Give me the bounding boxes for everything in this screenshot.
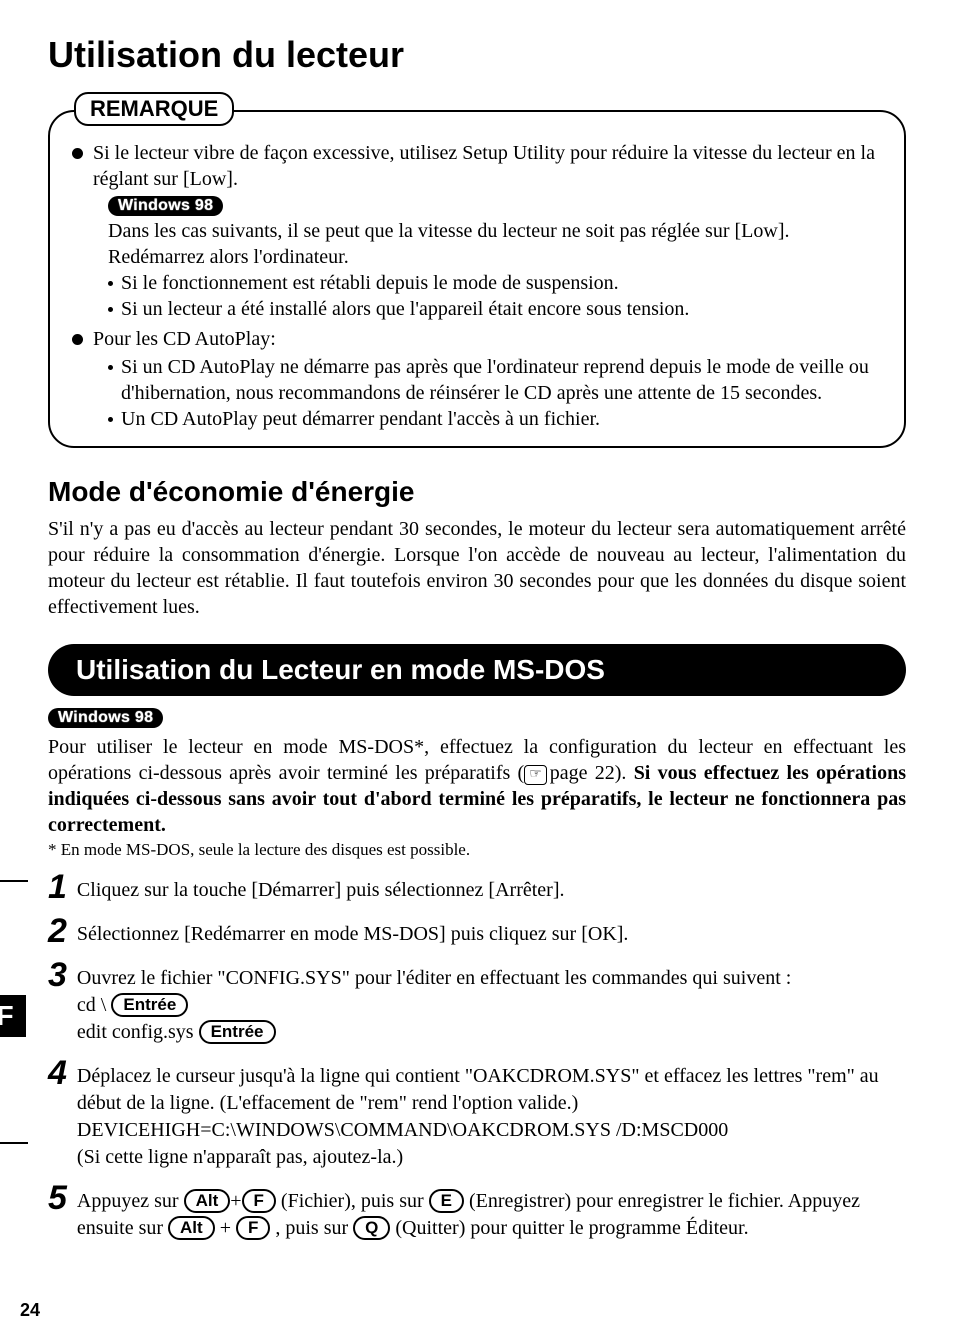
step-5: 5 Appuyez sur Alt+F (Fichier), puis sur … bbox=[48, 1181, 906, 1242]
key-enter: Entrée bbox=[199, 1020, 276, 1044]
dot-icon bbox=[108, 365, 113, 370]
step5-e: (Quitter) pour quitter le programme Édit… bbox=[395, 1217, 748, 1239]
msdos-intro-part2: ). bbox=[615, 762, 634, 784]
remark-sub-2: Si un lecteur a été installé alors que l… bbox=[108, 296, 882, 322]
key-alt: Alt bbox=[184, 1189, 231, 1213]
key-alt: Alt bbox=[168, 1216, 215, 1240]
eco-body: S'il n'y a pas eu d'accès au lecteur pen… bbox=[48, 516, 906, 620]
step3-cmd1-prefix: cd \ bbox=[77, 994, 111, 1016]
remark-sub-4: Un CD AutoPlay peut démarrer pendant l'a… bbox=[108, 406, 882, 432]
remark-sub-text: Si un lecteur a été installé alors que l… bbox=[121, 296, 689, 322]
step-number: 4 bbox=[48, 1056, 67, 1090]
side-tab: F bbox=[0, 880, 26, 1144]
step-3: 3 Ouvrez le fichier "CONFIG.SYS" pour l'… bbox=[48, 958, 906, 1046]
msdos-footnote: * En mode MS-DOS, seule la lecture des d… bbox=[48, 840, 906, 860]
key-f: F bbox=[242, 1189, 276, 1213]
step-body: Appuyez sur Alt+F (Fichier), puis sur E … bbox=[77, 1188, 906, 1242]
step3-intro: Ouvrez le fichier "CONFIG.SYS" pour l'éd… bbox=[77, 967, 791, 989]
remark-sub-1: Si le fonctionnement est rétabli depuis … bbox=[108, 270, 882, 296]
step5-b: (Fichier), puis sur bbox=[281, 1190, 429, 1212]
step-body: Déplacez le curseur jusqu'à la ligne qui… bbox=[77, 1063, 906, 1171]
step-body: Ouvrez le fichier "CONFIG.SYS" pour l'éd… bbox=[77, 965, 791, 1046]
step-2: 2 Sélectionnez [Redémarrer en mode MS-DO… bbox=[48, 914, 906, 948]
remark-sub-text: Si le fonctionnement est rétabli depuis … bbox=[121, 270, 619, 296]
bullet-icon bbox=[72, 148, 83, 159]
key-f: F bbox=[236, 1216, 270, 1240]
step-1: 1 Cliquez sur la touche [Démarrer] puis … bbox=[48, 870, 906, 904]
page-number: 24 bbox=[20, 1300, 40, 1321]
key-q: Q bbox=[353, 1216, 390, 1240]
msdos-block: Windows 98 Pour utiliser le lecteur en m… bbox=[48, 706, 906, 1242]
pageref-icon: ☞ bbox=[524, 765, 547, 785]
remark-tag: REMARQUE bbox=[74, 92, 234, 126]
remark-item-1: Si le lecteur vibre de façon excessive, … bbox=[72, 140, 882, 192]
msdos-pageref: page 22 bbox=[550, 762, 615, 784]
step4-line1: Déplacez le curseur jusqu'à la ligne qui… bbox=[77, 1065, 879, 1114]
bullet-icon bbox=[72, 334, 83, 345]
remark-sub-3: Si un CD AutoPlay ne démarre pas après q… bbox=[108, 354, 882, 406]
document-page: Utilisation du lecteur REMARQUE Si le le… bbox=[0, 0, 954, 1335]
section-heading-eco: Mode d'économie d'énergie bbox=[48, 476, 906, 508]
step-body: Cliquez sur la touche [Démarrer] puis sé… bbox=[77, 877, 565, 904]
key-enter: Entrée bbox=[111, 993, 188, 1017]
os-badge-row: Windows 98 bbox=[108, 194, 882, 218]
remark-sub-text: Si un CD AutoPlay ne démarre pas après q… bbox=[121, 354, 882, 406]
step4-line2: DEVICEHIGH=C:\WINDOWS\COMMAND\OAKCDROM.S… bbox=[77, 1119, 728, 1141]
dot-icon bbox=[108, 281, 113, 286]
key-e: E bbox=[429, 1189, 464, 1213]
remark-item-text: Si le lecteur vibre de façon excessive, … bbox=[93, 140, 882, 192]
remark-item-1-after: Dans les cas suivants, il se peut que la… bbox=[108, 218, 882, 270]
step-4: 4 Déplacez le curseur jusqu'à la ligne q… bbox=[48, 1056, 906, 1171]
remark-sub-text: Un CD AutoPlay peut démarrer pendant l'a… bbox=[121, 406, 600, 432]
step3-cmd2-prefix: edit config.sys bbox=[77, 1021, 199, 1043]
remark-box: REMARQUE Si le lecteur vibre de façon ex… bbox=[48, 110, 906, 448]
remark-item-2: Pour les CD AutoPlay: bbox=[72, 326, 882, 352]
step5-d: , puis sur bbox=[275, 1217, 353, 1239]
step4-line3: (Si cette ligne n'apparaît pas, ajoutez-… bbox=[77, 1146, 403, 1168]
step-number: 2 bbox=[48, 914, 67, 948]
step-body: Sélectionnez [Redémarrer en mode MS-DOS]… bbox=[77, 921, 629, 948]
step-number: 5 bbox=[48, 1181, 67, 1215]
section-heading-msdos: Utilisation du Lecteur en mode MS-DOS bbox=[48, 644, 906, 696]
msdos-intro: Pour utiliser le lecteur en mode MS-DOS*… bbox=[48, 734, 906, 838]
step5-a: Appuyez sur bbox=[77, 1190, 184, 1212]
step-number: 1 bbox=[48, 870, 67, 904]
side-letter: F bbox=[0, 995, 26, 1037]
page-title: Utilisation du lecteur bbox=[48, 34, 906, 76]
dot-icon bbox=[108, 307, 113, 312]
windows98-badge: Windows 98 bbox=[108, 196, 223, 216]
windows98-badge: Windows 98 bbox=[48, 708, 163, 728]
dot-icon bbox=[108, 417, 113, 422]
step-number: 3 bbox=[48, 958, 67, 992]
remark-item-text: Pour les CD AutoPlay: bbox=[93, 326, 276, 352]
